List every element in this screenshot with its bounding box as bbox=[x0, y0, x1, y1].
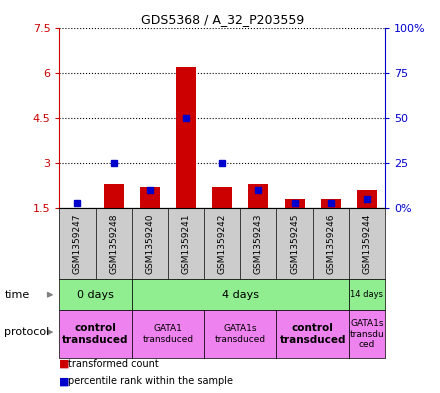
Bar bbox=[285, 199, 304, 208]
Text: transformed count: transformed count bbox=[68, 358, 159, 369]
Text: GSM1359245: GSM1359245 bbox=[290, 213, 299, 274]
Text: GSM1359248: GSM1359248 bbox=[109, 213, 118, 274]
Bar bbox=[357, 190, 377, 208]
Text: 0 days: 0 days bbox=[77, 290, 114, 300]
Bar bbox=[59, 279, 132, 310]
Text: control
transduced: control transduced bbox=[279, 323, 346, 345]
Text: 4 days: 4 days bbox=[222, 290, 259, 300]
Text: time: time bbox=[4, 290, 29, 300]
Bar bbox=[349, 310, 385, 358]
Text: GSM1359244: GSM1359244 bbox=[363, 213, 371, 274]
Bar bbox=[176, 67, 196, 208]
Text: GSM1359247: GSM1359247 bbox=[73, 213, 82, 274]
Bar bbox=[349, 279, 385, 310]
Bar bbox=[132, 279, 349, 310]
Text: GSM1359242: GSM1359242 bbox=[218, 213, 227, 274]
Bar bbox=[321, 199, 341, 208]
Bar bbox=[140, 187, 160, 208]
Bar bbox=[276, 310, 349, 358]
Bar bbox=[104, 184, 124, 208]
Text: GSM1359241: GSM1359241 bbox=[182, 213, 191, 274]
Bar bbox=[59, 310, 132, 358]
Text: GSM1359243: GSM1359243 bbox=[254, 213, 263, 274]
Text: GATA1s
transdu
ced: GATA1s transdu ced bbox=[349, 319, 384, 349]
Bar bbox=[212, 187, 232, 208]
Text: GSM1359240: GSM1359240 bbox=[145, 213, 154, 274]
Text: GATA1
transduced: GATA1 transduced bbox=[143, 324, 194, 344]
Title: GDS5368 / A_32_P203559: GDS5368 / A_32_P203559 bbox=[140, 13, 304, 26]
Bar bbox=[132, 310, 204, 358]
Text: GSM1359246: GSM1359246 bbox=[326, 213, 335, 274]
Text: GATA1s
transduced: GATA1s transduced bbox=[215, 324, 266, 344]
Text: ■: ■ bbox=[59, 376, 70, 386]
Bar bbox=[204, 310, 276, 358]
Bar bbox=[249, 184, 268, 208]
Text: percentile rank within the sample: percentile rank within the sample bbox=[68, 376, 233, 386]
Text: ■: ■ bbox=[59, 358, 70, 369]
Text: 14 days: 14 days bbox=[350, 290, 383, 299]
Text: control
transduced: control transduced bbox=[62, 323, 129, 345]
Text: protocol: protocol bbox=[4, 327, 50, 337]
